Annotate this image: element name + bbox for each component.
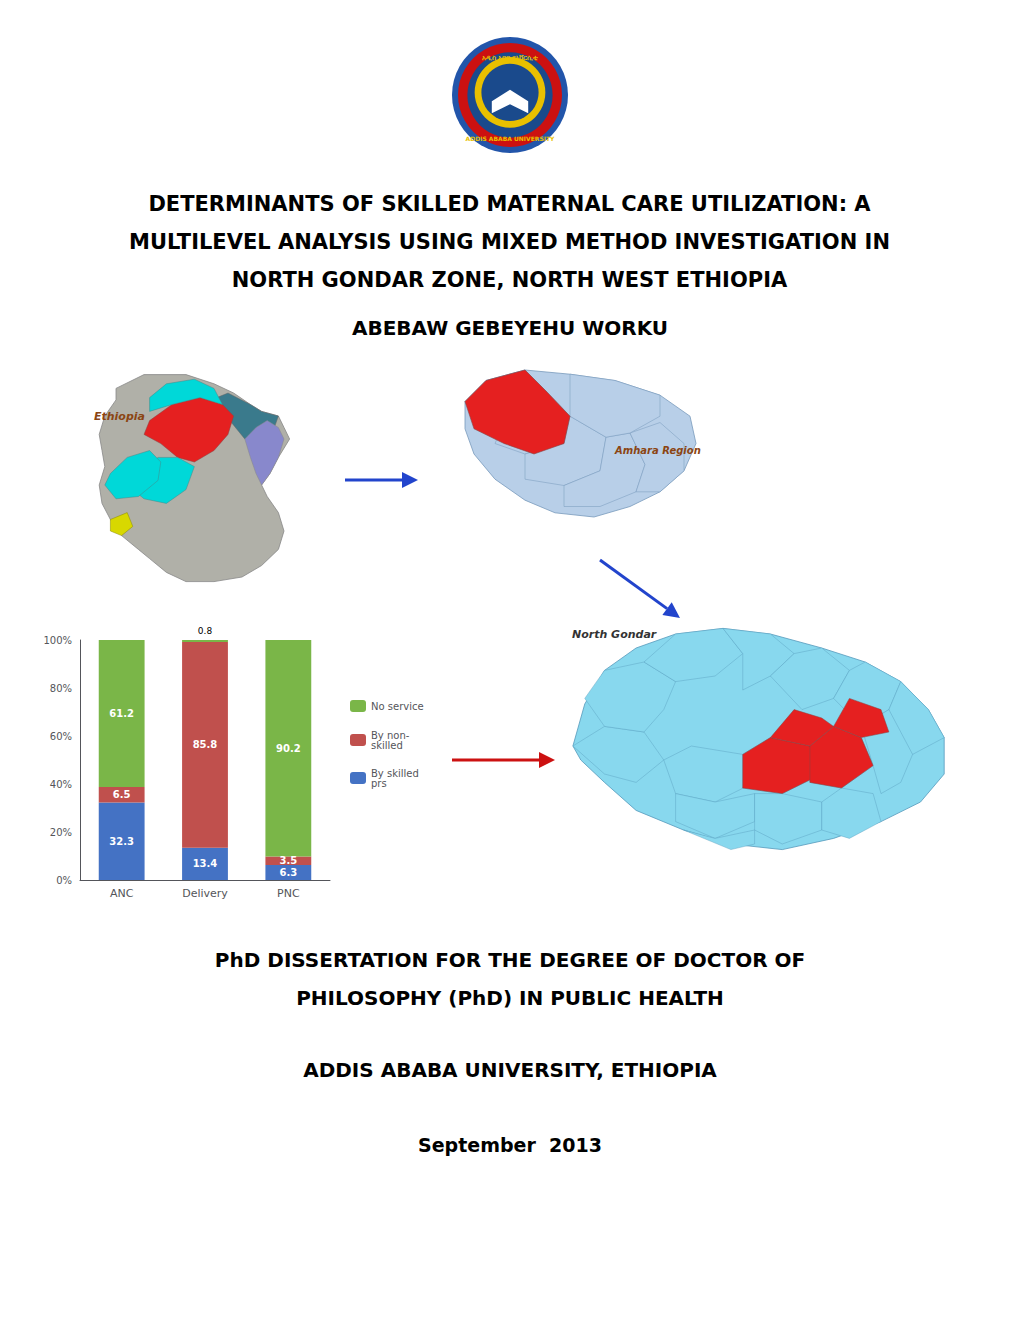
svg-text:No service: No service (371, 701, 424, 712)
svg-text:90.2: 90.2 (276, 743, 301, 754)
svg-text:Delivery: Delivery (182, 887, 228, 900)
svg-text:Ethiopia: Ethiopia (94, 410, 145, 423)
svg-text:80%: 80% (50, 683, 72, 694)
svg-text:40%: 40% (50, 779, 72, 790)
svg-text:PhD DISSERTATION FOR THE DEGRE: PhD DISSERTATION FOR THE DEGREE OF DOCTO… (215, 948, 805, 972)
svg-text:0%: 0% (56, 875, 72, 886)
svg-text:20%: 20% (50, 827, 72, 838)
svg-text:32.3: 32.3 (109, 836, 134, 847)
svg-text:13.4: 13.4 (193, 858, 218, 869)
svg-text:ABEBAW GEBEYEHU WORKU: ABEBAW GEBEYEHU WORKU (352, 316, 668, 340)
svg-text:By non-: By non- (371, 729, 410, 741)
svg-text:DETERMINANTS OF SKILLED MATERN: DETERMINANTS OF SKILLED MATERNAL CARE UT… (148, 192, 871, 216)
svg-text:ADDIS ABABA UNIVERSITY: ADDIS ABABA UNIVERSITY (466, 135, 556, 142)
svg-text:skilled: skilled (371, 740, 403, 751)
svg-text:100%: 100% (43, 635, 72, 646)
svg-text:NORTH GONDAR ZONE, NORTH WEST: NORTH GONDAR ZONE, NORTH WEST ETHIOPIA (232, 268, 788, 292)
svg-text:0.8: 0.8 (198, 626, 213, 636)
svg-text:MULTILEVEL ANALYSIS USING MIXE: MULTILEVEL ANALYSIS USING MIXED METHOD I… (129, 230, 890, 254)
svg-text:By skilled: By skilled (371, 767, 419, 779)
svg-text:ANC: ANC (110, 887, 134, 900)
svg-text:3.5: 3.5 (279, 855, 297, 866)
svg-text:September 2013: September 2013 (418, 1134, 602, 1156)
svg-text:PHILOSOPHY (PhD) IN PUBLIC HEA: PHILOSOPHY (PhD) IN PUBLIC HEALTH (296, 986, 724, 1010)
svg-text:85.8: 85.8 (193, 739, 218, 750)
svg-text:prs: prs (371, 778, 387, 789)
svg-text:6.5: 6.5 (113, 789, 131, 800)
svg-text:ADDIS ABABA UNIVERSITY, ETHIOP: ADDIS ABABA UNIVERSITY, ETHIOPIA (303, 1058, 717, 1082)
svg-text:61.2: 61.2 (109, 708, 134, 719)
svg-text:North Gondar: North Gondar (572, 628, 657, 641)
svg-text:አዲስ አበባ ዩኒቨርሲቲ: አዲስ አበባ ዩኒቨርሲቲ (482, 54, 539, 62)
svg-text:PNC: PNC (277, 887, 300, 900)
svg-text:60%: 60% (50, 731, 72, 742)
svg-text:6.3: 6.3 (279, 867, 297, 878)
svg-text:Amhara Region: Amhara Region (614, 445, 701, 456)
